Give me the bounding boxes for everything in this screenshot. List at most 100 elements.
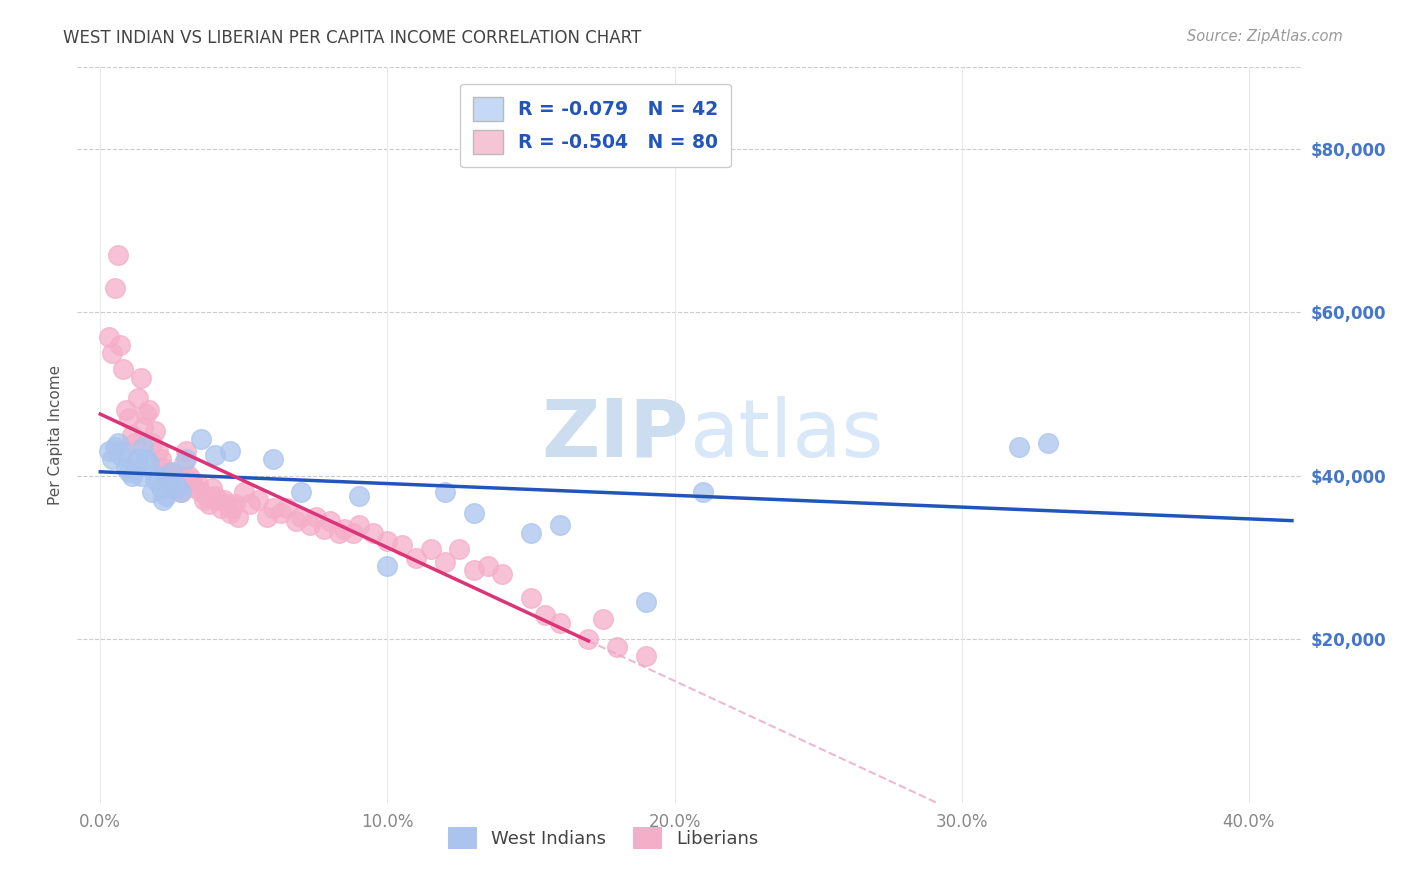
Point <box>305 509 328 524</box>
Point <box>104 440 127 454</box>
Point <box>226 509 249 524</box>
Point <box>534 607 557 622</box>
Point <box>160 481 183 495</box>
Point <box>520 525 543 540</box>
Point <box>224 497 246 511</box>
Point <box>634 595 657 609</box>
Point <box>127 391 149 405</box>
Point <box>218 506 240 520</box>
Point <box>290 485 312 500</box>
Point <box>97 329 120 343</box>
Point <box>138 457 160 471</box>
Point <box>155 473 177 487</box>
Point <box>520 591 543 606</box>
Point <box>152 460 174 475</box>
Point <box>276 501 298 516</box>
Legend: West Indians, Liberians: West Indians, Liberians <box>440 820 766 856</box>
Point <box>107 248 129 262</box>
Point <box>143 473 166 487</box>
Point <box>118 411 141 425</box>
Point <box>107 436 129 450</box>
Point <box>221 501 243 516</box>
Point <box>135 452 157 467</box>
Point <box>97 444 120 458</box>
Point <box>129 468 152 483</box>
Point <box>112 444 135 458</box>
Point <box>262 452 284 467</box>
Point <box>256 509 278 524</box>
Point <box>548 517 571 532</box>
Point <box>121 427 143 442</box>
Point <box>170 485 193 500</box>
Point <box>314 522 336 536</box>
Point <box>160 465 183 479</box>
Point <box>201 481 224 495</box>
Point <box>181 473 204 487</box>
Point <box>361 525 384 540</box>
Point <box>298 517 321 532</box>
Point <box>141 436 163 450</box>
Point <box>262 501 284 516</box>
Point <box>419 542 441 557</box>
Point <box>232 485 254 500</box>
Y-axis label: Per Capita Income: Per Capita Income <box>48 365 63 505</box>
Point <box>143 424 166 438</box>
Point <box>190 432 212 446</box>
Point <box>179 468 201 483</box>
Point <box>138 403 160 417</box>
Point <box>592 612 614 626</box>
Point <box>176 444 198 458</box>
Point <box>290 509 312 524</box>
Point <box>1036 436 1059 450</box>
Point <box>193 493 215 508</box>
Point <box>115 403 138 417</box>
Point <box>163 476 186 491</box>
Point <box>319 514 342 528</box>
Point <box>149 481 172 495</box>
Point <box>166 468 188 483</box>
Point <box>377 534 399 549</box>
Point <box>157 476 180 491</box>
Point <box>328 525 350 540</box>
Point <box>204 448 226 462</box>
Point <box>157 465 180 479</box>
Point <box>239 497 262 511</box>
Point <box>155 489 177 503</box>
Point <box>152 493 174 508</box>
Point <box>124 436 146 450</box>
Point <box>347 517 370 532</box>
Point <box>377 558 399 573</box>
Point <box>215 497 238 511</box>
Point <box>391 538 413 552</box>
Point <box>195 489 218 503</box>
Point <box>110 448 132 462</box>
Point <box>173 457 195 471</box>
Text: ZIP: ZIP <box>541 396 689 474</box>
Point <box>433 485 456 500</box>
Point <box>190 485 212 500</box>
Point <box>333 522 356 536</box>
Point <box>204 489 226 503</box>
Point <box>491 566 513 581</box>
Point <box>101 346 124 360</box>
Point <box>463 563 485 577</box>
Point <box>548 615 571 630</box>
Point <box>170 485 193 500</box>
Point <box>212 493 235 508</box>
Point <box>207 493 229 508</box>
Point <box>132 419 155 434</box>
Point <box>342 525 364 540</box>
Point <box>606 640 628 655</box>
Point <box>449 542 471 557</box>
Point <box>218 444 240 458</box>
Point <box>121 468 143 483</box>
Point <box>347 489 370 503</box>
Point <box>187 476 209 491</box>
Point <box>209 501 232 516</box>
Point <box>1008 440 1031 454</box>
Point <box>115 460 138 475</box>
Point <box>104 280 127 294</box>
Point <box>135 408 157 422</box>
Point <box>129 370 152 384</box>
Point <box>101 452 124 467</box>
